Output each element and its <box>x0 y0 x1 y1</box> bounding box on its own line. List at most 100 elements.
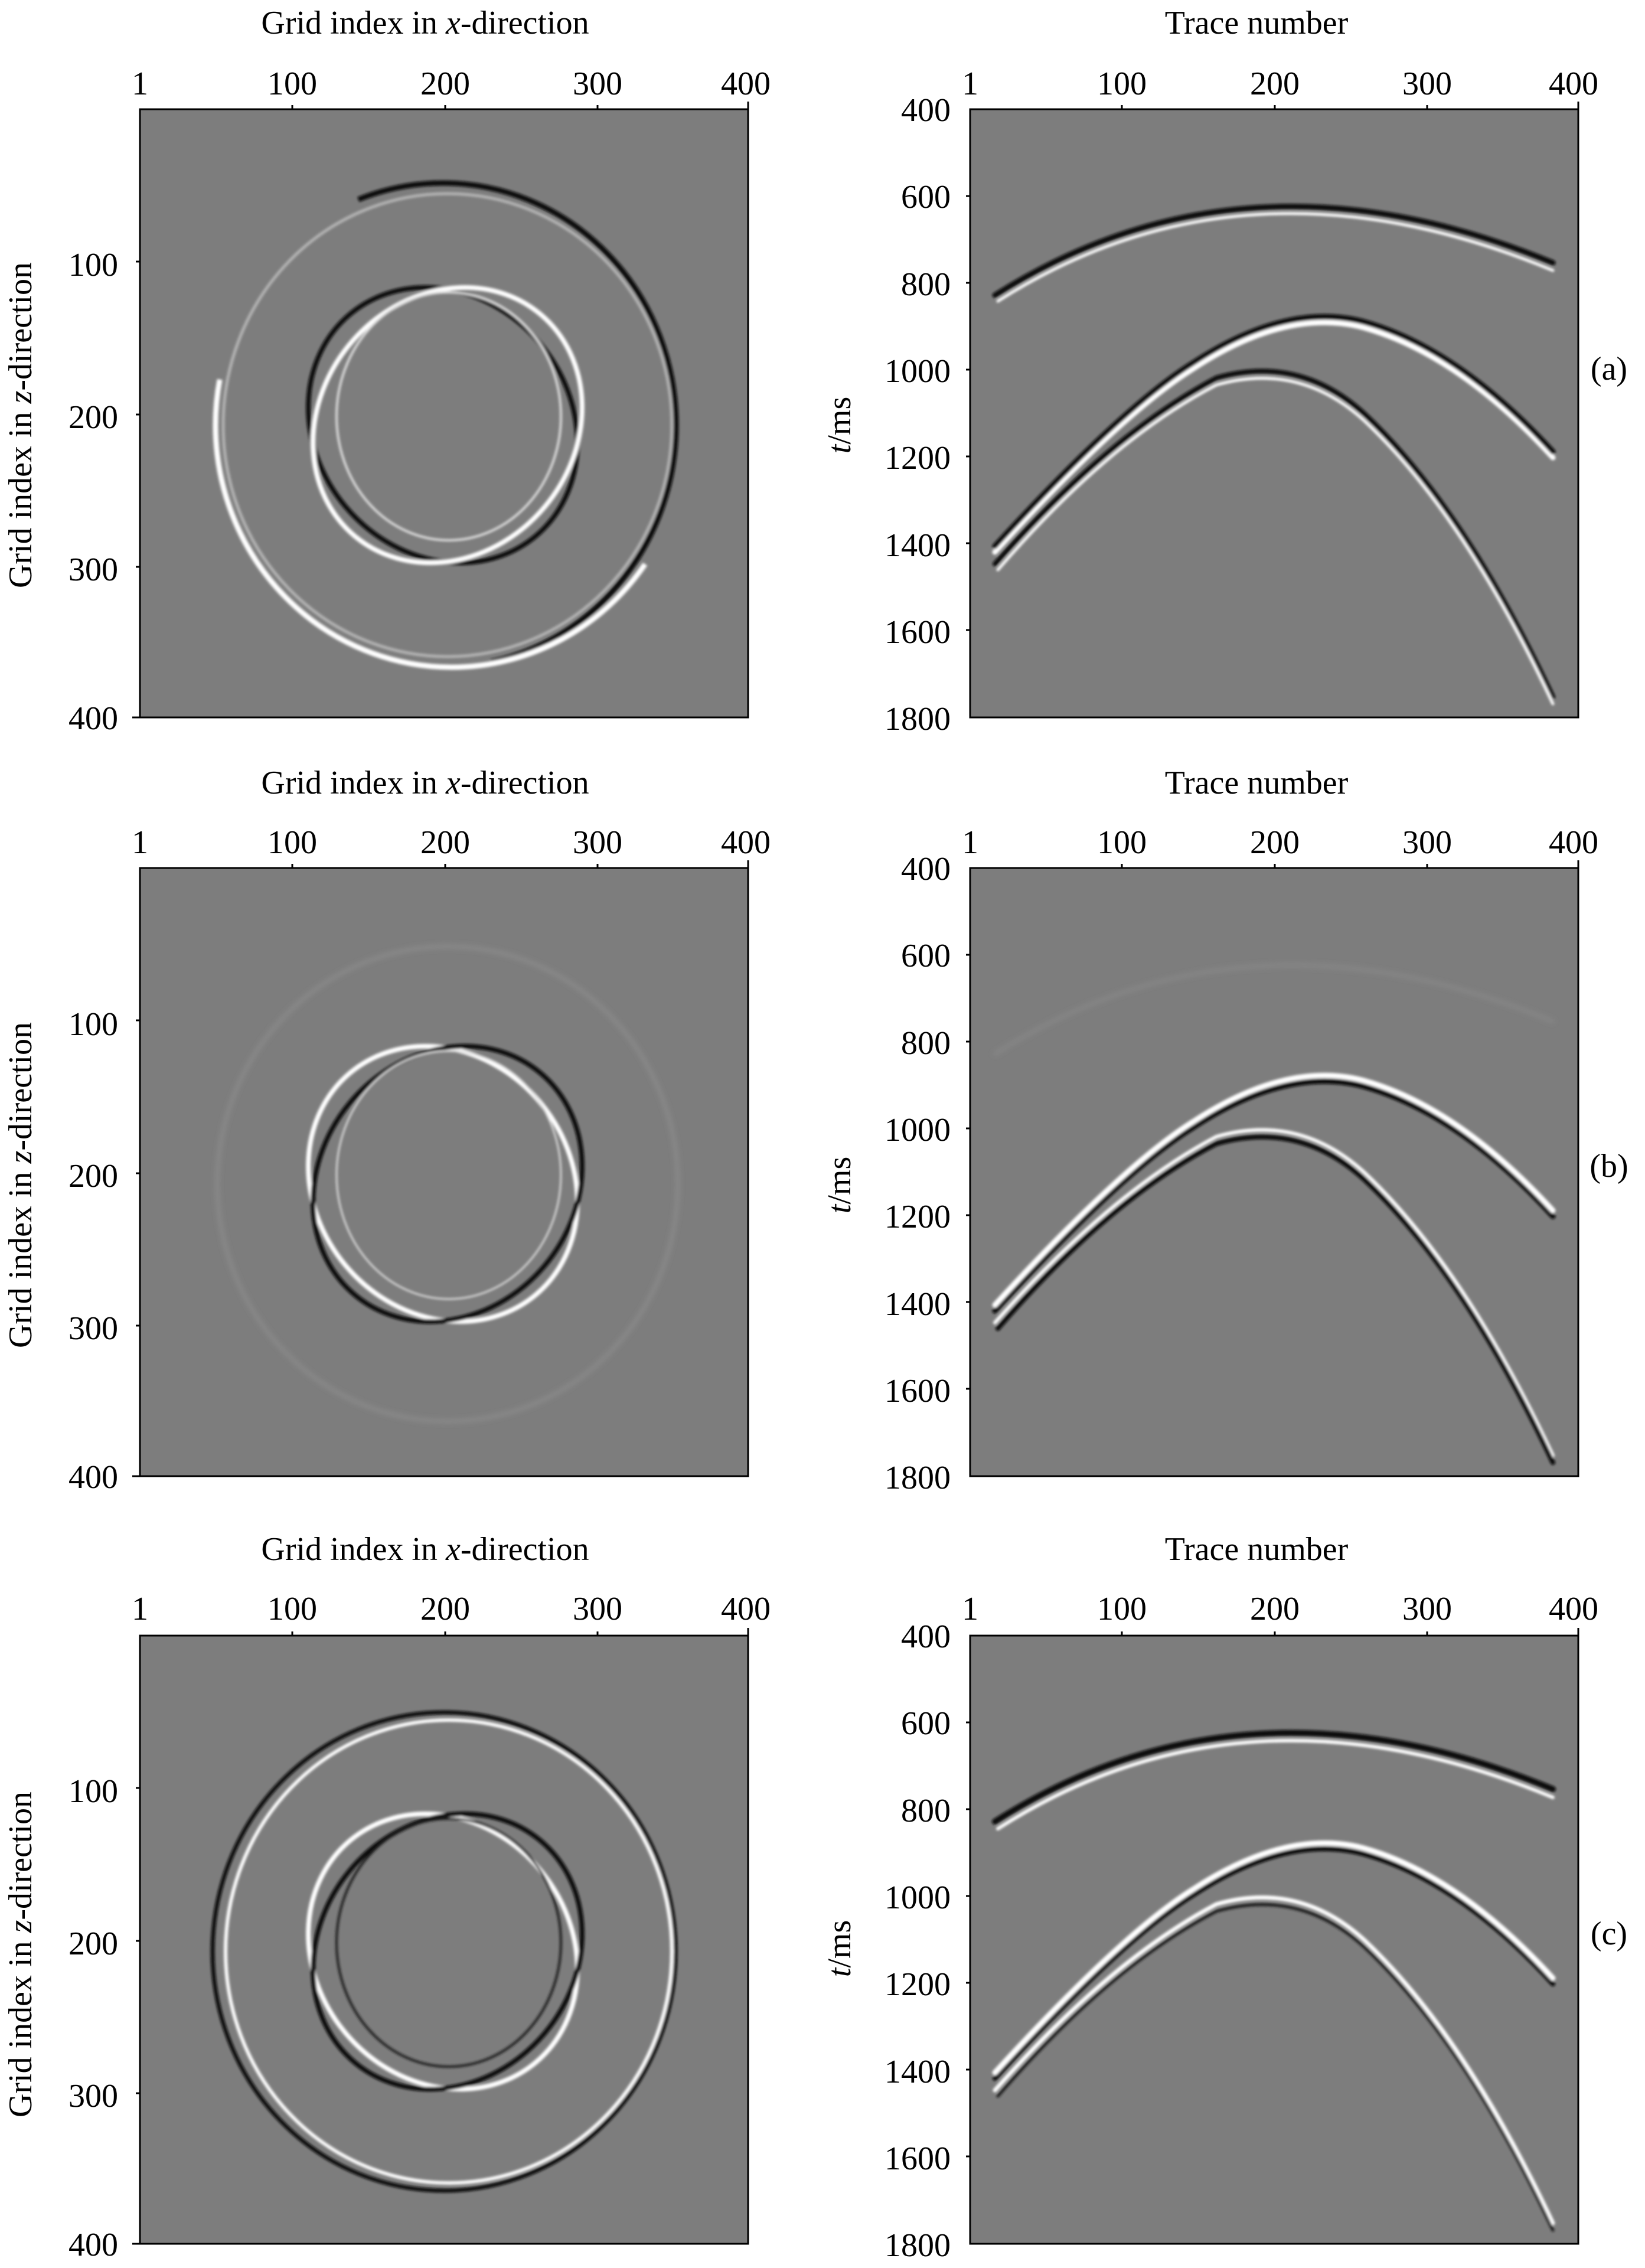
y-tick-label: 1800 <box>884 2227 951 2264</box>
x-tick-label: 400 <box>1549 1591 1598 1627</box>
y-tick-label: 300 <box>68 552 118 588</box>
x-tick-label: 100 <box>1097 824 1147 861</box>
gather-plot <box>966 1628 1579 2245</box>
panel-label: (b) <box>1589 1148 1628 1184</box>
y-tick-label: 600 <box>901 1705 951 1742</box>
snapshot-y-ticks: 100 200 300 400 <box>68 1773 118 2263</box>
snapshot-background <box>140 109 748 717</box>
snapshot-tick-marks <box>132 1628 749 2245</box>
gather-event-direct <box>992 1729 1556 1825</box>
x-tick-label: 200 <box>1250 66 1300 102</box>
x-tick-label: 200 <box>420 1591 470 1627</box>
gather-event-reflection-1 <box>992 319 1556 555</box>
x-tick-label: 1 <box>132 824 148 861</box>
gather-tick-marks <box>966 102 1579 631</box>
snapshot-frame <box>139 867 749 1477</box>
x-tick-label: 200 <box>1250 824 1300 861</box>
x-tick-label: 1 <box>962 66 978 102</box>
gather-background <box>970 868 1578 1476</box>
y-tick-label: 1400 <box>884 1286 951 1323</box>
x-tick-label: 300 <box>573 66 622 102</box>
gather-event-reflection-2 <box>996 1134 1555 1465</box>
gather-title: Trace number <box>1165 5 1349 41</box>
gather-y-ticks: 400 600 800 1000 1200 1400 1600 1800 <box>884 92 951 737</box>
x-tick-label: 200 <box>420 66 470 102</box>
gather-event-reflection-2 <box>993 368 1555 699</box>
gather-event-direct-tail <box>996 1738 1555 1830</box>
inner-ring-3 <box>335 291 562 541</box>
y-tick-label: 400 <box>901 1618 951 1655</box>
outer-ring-faint <box>216 945 680 1423</box>
x-tick-label: 1 <box>132 1591 148 1627</box>
panel-label: (c) <box>1591 1915 1627 1952</box>
y-tick-label: 1800 <box>884 1460 951 1496</box>
y-tick-label: 1800 <box>884 701 951 737</box>
gather-event-reflection-1-dark <box>992 1078 1556 1314</box>
x-tick-label: 400 <box>721 66 771 102</box>
x-tick-label: 200 <box>420 824 470 861</box>
gather-x-ticks: 1 100 200 300 400 <box>962 1591 1598 1627</box>
x-tick-label: 300 <box>573 1591 622 1627</box>
outer-ring-dark <box>210 1710 678 2193</box>
panel-a: Grid index in x-direction 1 100 200 300 … <box>2 5 1627 737</box>
panel-label: (a) <box>1591 351 1627 387</box>
gather-event-reflection-1 <box>992 1072 1556 1308</box>
x-tick-label: 1 <box>962 824 978 861</box>
snapshot-y-axis-label: Grid index in z-direction <box>2 262 39 588</box>
x-tick-label: 100 <box>267 1591 317 1627</box>
gather-tick-marks <box>966 860 1579 1390</box>
y-tick-label: 1600 <box>884 614 951 651</box>
inner-ring-2 <box>311 1811 585 2092</box>
gather-y-ticks: 400 600 800 1000 1200 1400 1600 1800 <box>884 851 951 1496</box>
panel-c: Grid index in x-direction 1 100 200 300 … <box>2 1531 1627 2264</box>
y-tick-label: 1600 <box>884 1373 951 1409</box>
gather-y-ticks: 400 600 800 1000 1200 1400 1600 1800 <box>884 1618 951 2264</box>
y-tick-label: 1600 <box>884 2140 951 2177</box>
gather-event-reflection-2 <box>993 1895 1555 2225</box>
outer-ring-halo <box>221 192 674 658</box>
gather-x-ticks: 1 100 200 300 400 <box>962 66 1598 102</box>
y-tick-label: 1200 <box>884 440 951 477</box>
y-tick-label: 400 <box>901 92 951 129</box>
x-tick-label: 100 <box>267 66 317 102</box>
x-tick-label: 100 <box>267 824 317 861</box>
x-tick-label: 400 <box>1549 824 1598 861</box>
y-tick-label: 400 <box>68 1459 118 1496</box>
gather-title: Trace number <box>1165 765 1349 801</box>
x-tick-label: 100 <box>1097 66 1147 102</box>
gather-x-ticks: 1 100 200 300 400 <box>962 824 1598 861</box>
gather-event-reflection-2-tail <box>993 1128 1555 1457</box>
gather-event-reflection-1-dark <box>992 314 1556 549</box>
y-tick-label: 800 <box>901 266 951 303</box>
snapshot-frame <box>139 108 749 719</box>
outer-ring-bright <box>213 180 691 670</box>
panel-b: Grid index in x-direction 1 100 200 300 … <box>2 765 1628 1496</box>
x-tick-label: 300 <box>573 824 622 861</box>
gather-tick-marks <box>966 1628 1579 2158</box>
y-tick-label: 1200 <box>884 1966 951 2003</box>
gather-background <box>970 1636 1578 2244</box>
y-tick-label: 1000 <box>884 1879 951 1916</box>
snapshot-y-axis-label: Grid index in z-direction <box>2 1791 39 2117</box>
x-tick-label: 300 <box>1402 824 1452 861</box>
x-tick-label: 400 <box>721 824 771 861</box>
snapshot-plot <box>132 102 749 719</box>
snapshot-x-ticks: 1 100 200 300 400 <box>132 824 771 861</box>
gather-y-axis-label: t/ms <box>821 1157 858 1213</box>
gather-event-direct-tail <box>996 212 1555 303</box>
gather-background <box>970 109 1578 717</box>
x-tick-label: 200 <box>1250 1591 1300 1627</box>
snapshot-tick-marks <box>132 860 749 1477</box>
gather-event-reflection-1-dark <box>993 1846 1555 2081</box>
x-tick-label: 1 <box>132 66 148 102</box>
y-tick-label: 800 <box>901 1025 951 1062</box>
y-tick-label: 100 <box>68 1006 118 1043</box>
gather-y-axis-label: t/ms <box>821 397 858 453</box>
y-tick-label: 200 <box>68 1926 118 1962</box>
gather-event-reflection-2-tail <box>996 1903 1555 2232</box>
gather-y-axis-label: t/ms <box>821 1920 858 1977</box>
inner-ring-3 <box>335 1817 562 2068</box>
y-tick-label: 100 <box>68 1773 118 1810</box>
x-tick-label: 300 <box>1402 1591 1452 1627</box>
